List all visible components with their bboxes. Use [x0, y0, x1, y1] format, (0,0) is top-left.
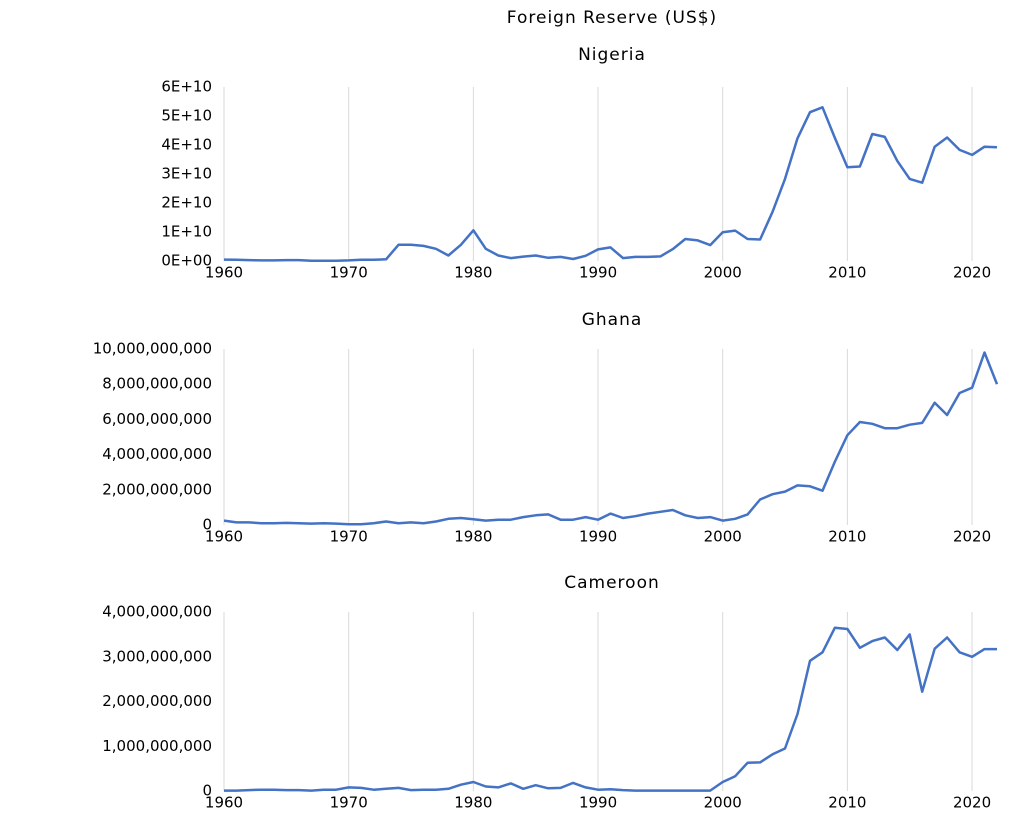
data-line — [223, 351, 999, 526]
x-tick-label: 1980 — [454, 264, 492, 282]
x-tick-label: 1970 — [330, 794, 368, 812]
y-tick-label: 8,000,000,000 — [102, 375, 212, 393]
y-tick-label: 4,000,000,000 — [102, 603, 212, 621]
x-tick-label: 2000 — [704, 264, 742, 282]
x-tick-label: 1990 — [579, 264, 617, 282]
chart-title: Nigeria — [578, 45, 646, 65]
y-tick-label: 6,000,000,000 — [102, 410, 212, 428]
y-tick-label: 1E+10 — [161, 223, 212, 241]
x-tick-label: 2010 — [828, 794, 866, 812]
x-tick-label: 1980 — [454, 794, 492, 812]
y-tick-label: 1,000,000,000 — [102, 737, 212, 755]
y-tick-label: 10,000,000,000 — [93, 340, 212, 358]
y-tick-label: 4,000,000,000 — [102, 445, 212, 463]
x-tick-label: 1970 — [330, 528, 368, 546]
x-tick-label: 1960 — [205, 264, 243, 282]
x-tick-label: 2020 — [953, 264, 991, 282]
y-tick-label: 2,000,000,000 — [102, 480, 212, 498]
chart-title: Cameroon — [564, 573, 660, 593]
x-tick-label: 2010 — [828, 528, 866, 546]
y-tick-label: 0 — [202, 516, 212, 534]
x-tick-label: 1960 — [205, 528, 243, 546]
data-line — [224, 626, 997, 792]
x-tick-label: 1960 — [205, 794, 243, 812]
x-tick-label: 1990 — [579, 528, 617, 546]
y-tick-label: 0E+00 — [161, 252, 212, 270]
y-tick-label: 3,000,000,000 — [102, 647, 212, 665]
y-tick-label: 2E+10 — [161, 194, 212, 212]
x-tick-label: 1970 — [330, 264, 368, 282]
x-tick-label: 2000 — [704, 794, 742, 812]
x-tick-label: 1980 — [454, 528, 492, 546]
y-tick-label: 0 — [202, 782, 212, 800]
data-line — [223, 106, 998, 262]
x-tick-label: 2020 — [953, 794, 991, 812]
y-tick-label: 4E+10 — [161, 136, 212, 154]
x-tick-label: 1990 — [579, 794, 617, 812]
y-tick-label: 3E+10 — [161, 165, 212, 183]
x-tick-label: 2020 — [953, 528, 991, 546]
x-tick-label: 2010 — [828, 264, 866, 282]
chart-title: Ghana — [582, 310, 643, 330]
y-tick-label: 2,000,000,000 — [102, 692, 212, 710]
x-tick-label: 2000 — [704, 528, 742, 546]
figure-title: Foreign Reserve (US$) — [507, 8, 717, 28]
y-tick-label: 6E+10 — [161, 78, 212, 96]
y-tick-label: 5E+10 — [161, 107, 212, 125]
